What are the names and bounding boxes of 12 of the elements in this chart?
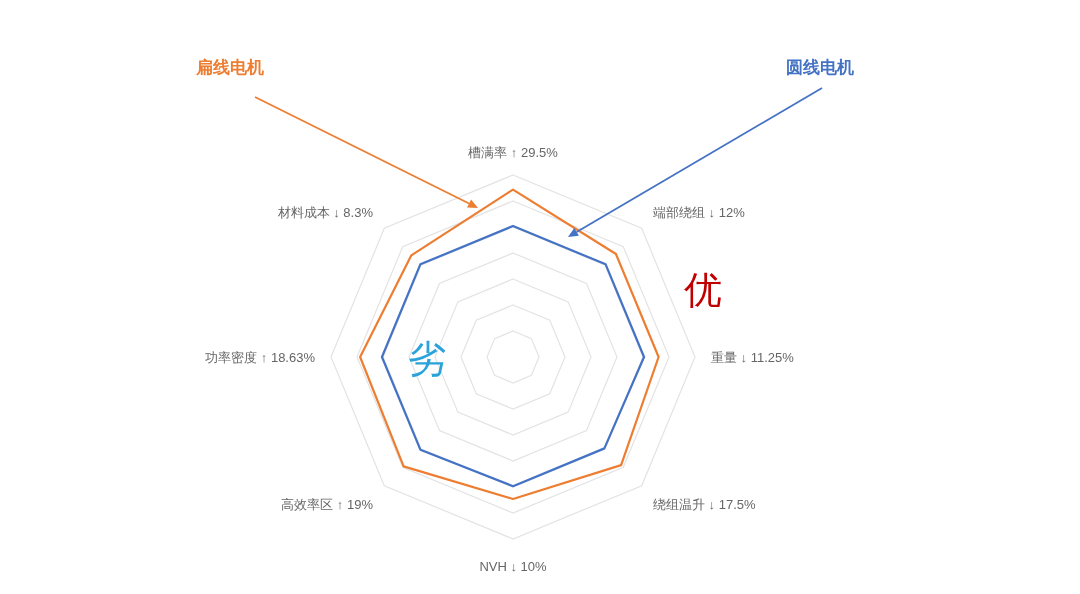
spoke-label: 端部绕组 ↓ 12% <box>653 204 746 220</box>
spoke-label: NVH ↓ 10% <box>479 559 548 574</box>
text: 圆线电机 <box>786 58 854 77</box>
spoke-label: 功率密度 ↑ 18.63% <box>205 350 316 365</box>
spoke-label: 材料成本 ↓ 8.3% <box>276 204 374 220</box>
spoke-label: 槽满率 ↑ 29.5% <box>468 145 559 160</box>
text: 优 <box>684 269 722 311</box>
spoke-label: 重量 ↓ 11.25% <box>711 350 795 365</box>
spoke-label: 高效率区 ↑ 19% <box>281 497 374 513</box>
spoke-label: 绕组温升 ↓ 17.5% <box>653 497 757 513</box>
text: 劣 <box>408 338 446 380</box>
text: 扁线电机 <box>195 58 264 77</box>
